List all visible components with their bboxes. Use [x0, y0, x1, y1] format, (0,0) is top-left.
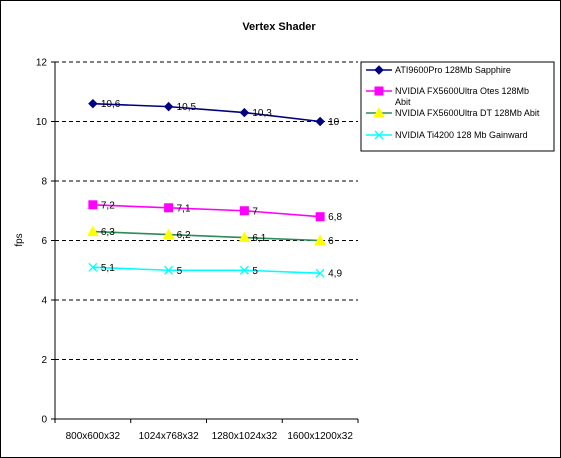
y-axis-label: fps — [14, 233, 25, 246]
data-label: 6 — [328, 236, 334, 247]
x-tick-label: 1600x1200x32 — [287, 431, 353, 442]
legend-label: NVIDIA Ti4200 128 Mb Gainward — [395, 130, 528, 140]
data-label: 6,1 — [252, 233, 266, 244]
y-tick-label: 6 — [41, 236, 47, 247]
x-tick-label: 800x600x32 — [66, 431, 121, 442]
legend: ATI9600Pro 128Mb Sapphire NVIDIA FX5600Ul… — [361, 62, 554, 151]
data-label: 5,1 — [101, 263, 115, 274]
data-label: 4,9 — [328, 269, 342, 280]
data-label: 5 — [177, 266, 183, 277]
x-tick-label: 1280x1024x32 — [212, 431, 278, 442]
y-tick-labels: 0 2 4 6 8 10 12 — [36, 58, 48, 426]
data-label: 6,2 — [177, 230, 191, 241]
legend-marker — [375, 87, 383, 95]
data-label: 10,6 — [101, 99, 121, 110]
legend-label-continued: Abit — [395, 97, 411, 107]
legend-label: NVIDIA FX5600Ultra DT 128Mb Abit — [395, 108, 540, 118]
data-label: 5 — [252, 266, 258, 277]
y-tick-label: 4 — [41, 296, 47, 307]
data-label: 7,1 — [177, 203, 191, 214]
data-point — [240, 207, 248, 215]
data-point — [165, 204, 173, 212]
data-label: 6,3 — [101, 227, 115, 238]
data-point — [316, 213, 324, 221]
data-label: 7 — [252, 206, 258, 217]
data-label: 6,8 — [328, 212, 342, 223]
y-tick-label: 8 — [41, 177, 47, 188]
x-tick-label: 1024x768x32 — [139, 431, 199, 442]
data-label: 10,5 — [177, 102, 197, 113]
data-label: 10 — [328, 117, 340, 128]
chart-title: Vertex Shader — [242, 21, 316, 33]
x-tick-labels: 800x600x32 1024x768x32 1280x1024x32 1600x12… — [66, 431, 354, 442]
data-label: 10,3 — [252, 108, 272, 119]
y-tick-label: 12 — [36, 58, 48, 69]
y-tick-label: 2 — [41, 355, 47, 366]
data-point — [89, 201, 97, 209]
legend-label: ATI9600Pro 128Mb Sapphire — [395, 65, 511, 75]
data-label: 7,2 — [101, 200, 115, 211]
y-tick-label: 0 — [41, 415, 47, 426]
legend-label: NVIDIA FX5600Ultra Otes 128Mb — [395, 86, 529, 96]
y-tick-label: 10 — [36, 117, 48, 128]
